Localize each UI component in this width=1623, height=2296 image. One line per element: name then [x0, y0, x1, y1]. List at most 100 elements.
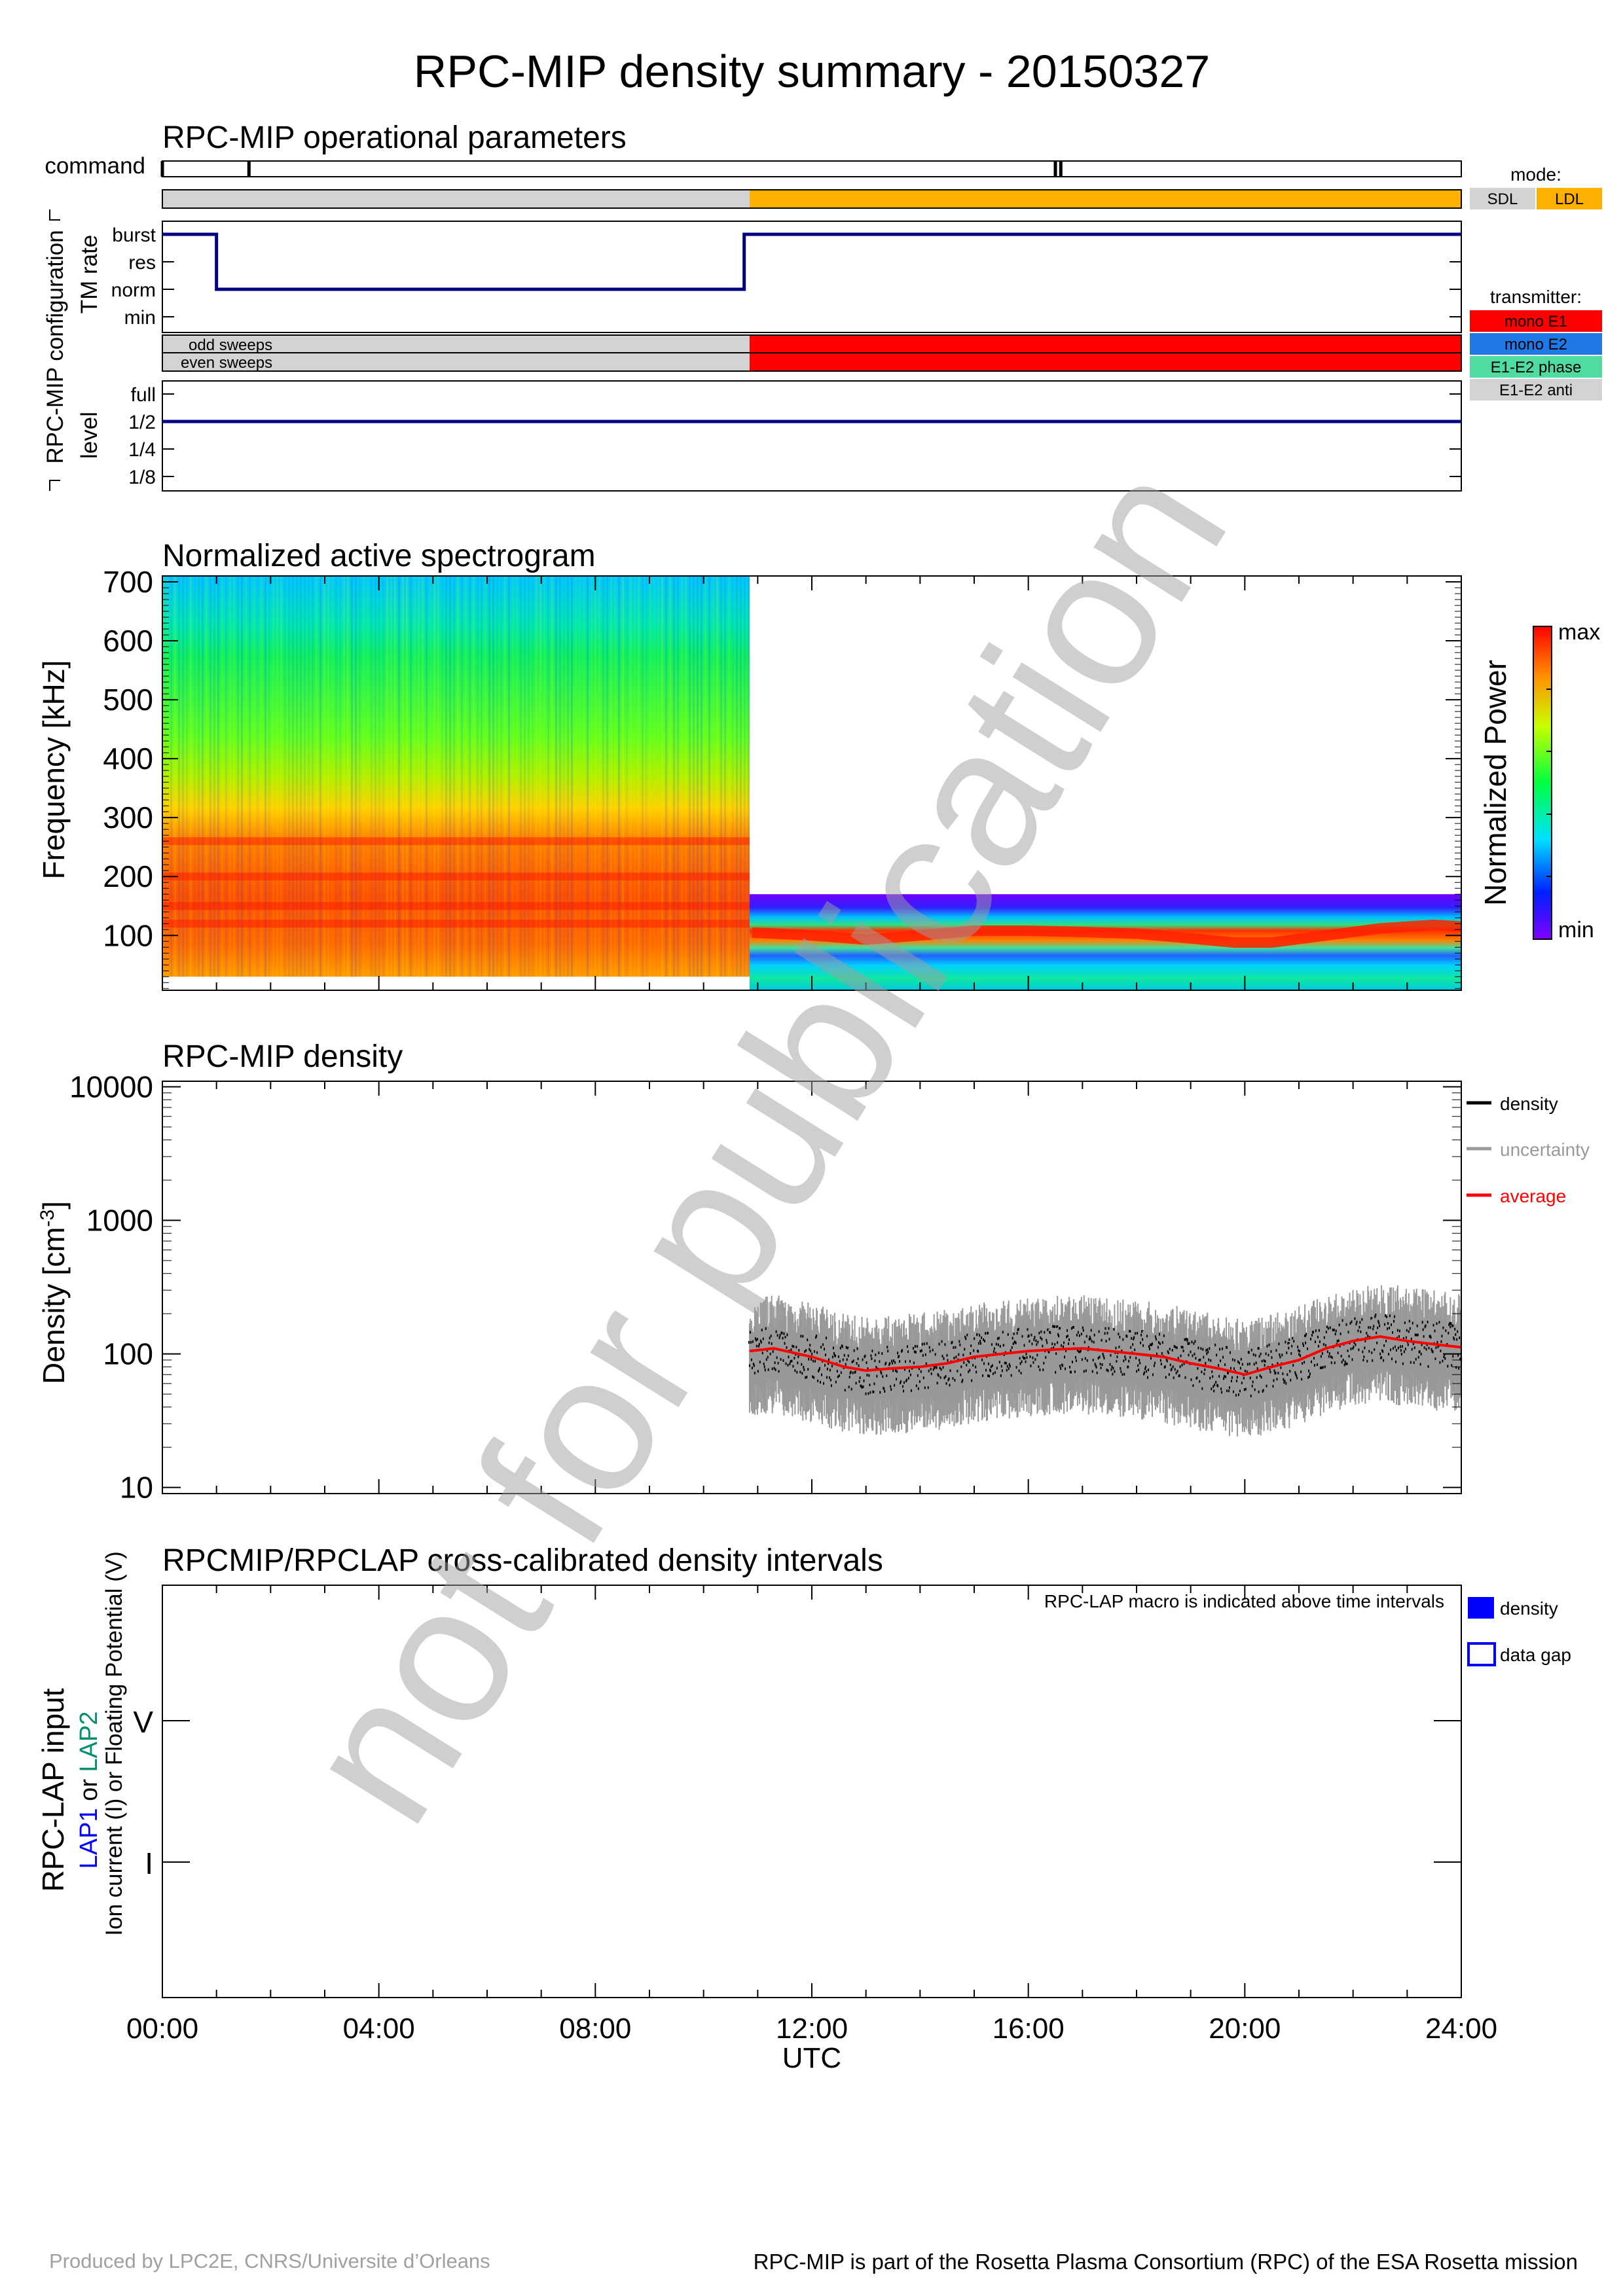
spectrogram-stripe: [681, 576, 683, 977]
spectrogram-stripe: [551, 576, 553, 977]
spectrogram-stripe: [638, 576, 640, 977]
spectrogram-stripe: [669, 576, 671, 977]
spectrogram-stripe: [657, 576, 659, 977]
density-y-tick-label: 10: [120, 1471, 153, 1505]
density-average-line: [749, 1335, 1462, 1376]
density-x-ticks: [162, 1081, 1462, 1494]
spectrogram-panel: Normalized active spectrogram 100 200 300 4…: [37, 539, 1600, 991]
spectrogram-stripe: [186, 576, 188, 977]
spectrogram-stripe: [587, 576, 589, 977]
legend-e1e2-anti: E1-E2 anti: [1499, 382, 1573, 399]
density-point: [1304, 1335, 1307, 1338]
spectrogram-stripe: [229, 576, 231, 977]
spectrogram-y-tick-label: 400: [103, 742, 153, 776]
spectrogram-stripe: [174, 576, 176, 977]
spectrogram-stripe: [249, 576, 251, 977]
spectrogram-stripe: [567, 576, 569, 977]
spectrogram-stripe: [732, 576, 734, 977]
spectrogram-stripe: [583, 576, 585, 977]
spectrogram-band: [162, 872, 750, 881]
spectrogram-stripe: [331, 576, 333, 977]
spectrogram-stripe: [602, 576, 604, 977]
colorbar-min: min: [1558, 918, 1594, 942]
tm-rate-frame: [162, 221, 1462, 333]
spectrogram-stripe: [351, 576, 353, 977]
spectrogram-stripe: [653, 576, 655, 977]
spectrogram-stripe: [555, 576, 557, 977]
spectrogram-stripe: [453, 576, 455, 977]
spectrogram-stripe: [701, 576, 702, 977]
density-point: [986, 1331, 989, 1335]
legend-e1e2-phase-swatch: [1470, 356, 1602, 378]
density-point: [1257, 1347, 1260, 1350]
legend-density: density: [1500, 1094, 1558, 1114]
spectrogram-stripe: [571, 576, 573, 977]
spectrogram-stripe: [649, 576, 651, 977]
spectrogram-stripe: [284, 576, 286, 977]
spectrogram-y-tick-label: 100: [103, 918, 153, 952]
spectrogram-stripe: [724, 576, 726, 977]
spectrogram-stripe: [418, 576, 420, 977]
spectrogram-stripe: [543, 576, 545, 977]
spectrogram-stripe: [744, 576, 746, 977]
level-half: 1/2: [128, 412, 156, 433]
lap-legend-density-swatch: [1468, 1597, 1494, 1619]
spectrogram-stripe: [253, 576, 255, 977]
x-tick-label: 00:00: [126, 2013, 198, 2045]
spectrogram-stripe: [598, 576, 600, 977]
lap-legend-gap: data gap: [1500, 1645, 1571, 1665]
spectrogram-block-sdl: [162, 576, 750, 977]
operational-title: RPC-MIP operational parameters: [162, 120, 627, 155]
spectrogram-stripe: [547, 576, 549, 977]
spectrogram-stripe: [500, 576, 502, 977]
density-y-tick-label: 10000: [69, 1069, 153, 1103]
spectrogram-stripe: [630, 576, 632, 977]
spectrogram-stripe: [292, 576, 294, 977]
spectrogram-stripe: [213, 576, 215, 977]
operational-panel: RPC-MIP operational parameters command b…: [43, 120, 1602, 492]
odd-sweeps-segment-a: [162, 335, 750, 353]
spectrogram-stripe: [661, 576, 663, 977]
lap-ytick-v: V: [133, 1705, 153, 1739]
spectrogram-stripe: [402, 576, 404, 977]
spectrogram-texture: [162, 576, 750, 977]
spectrogram-stripe: [445, 576, 447, 977]
spectrogram-stripe: [288, 576, 290, 977]
density-point: [1370, 1317, 1374, 1320]
spectrogram-stripe: [673, 576, 675, 977]
density-y-tick-label: 1000: [86, 1204, 153, 1238]
spectrogram-stripe: [563, 576, 565, 977]
spectrogram-stripe: [312, 576, 314, 977]
spectrogram-stripe: [469, 576, 471, 977]
x-tick-label: 12:00: [776, 2013, 848, 2045]
spectrogram-stripe: [241, 576, 243, 977]
spectrogram-stripe: [720, 576, 722, 977]
mode-segment-ldl: [749, 190, 1461, 208]
spectrogram-stripe: [296, 576, 298, 977]
density-point: [1226, 1346, 1229, 1349]
spectrogram-stripe: [665, 576, 667, 977]
lap2-label: LAP2: [75, 1712, 103, 1772]
spectrogram-stripe: [473, 576, 475, 977]
lap1-label: LAP1: [75, 1808, 103, 1869]
spectrogram-stripe: [422, 576, 424, 977]
spectrogram-stripe: [182, 576, 184, 977]
spectrogram-stripe: [272, 576, 274, 977]
mode-legend-title: mode:: [1510, 164, 1561, 185]
spectrogram-stripe: [736, 576, 738, 977]
spectrogram-stripe: [426, 576, 428, 977]
command-label: command: [45, 153, 145, 179]
even-sweeps-segment-b: [749, 353, 1461, 371]
spectrogram-stripe: [728, 576, 730, 977]
legend-e1e2-anti-swatch: [1470, 379, 1602, 401]
transmitter-legend-title: transmitter:: [1490, 287, 1582, 307]
even-sweeps-label: even sweeps: [181, 354, 272, 372]
spectrogram-stripe: [516, 576, 518, 977]
spectrogram-stripe: [712, 576, 714, 977]
spectrogram-stripe: [202, 576, 204, 977]
spectrogram-stripe: [206, 576, 208, 977]
spectrogram-stripe: [481, 576, 483, 977]
density-point: [1451, 1324, 1455, 1327]
spectrogram-stripe: [261, 576, 263, 977]
spectrogram-stripe: [374, 576, 376, 977]
